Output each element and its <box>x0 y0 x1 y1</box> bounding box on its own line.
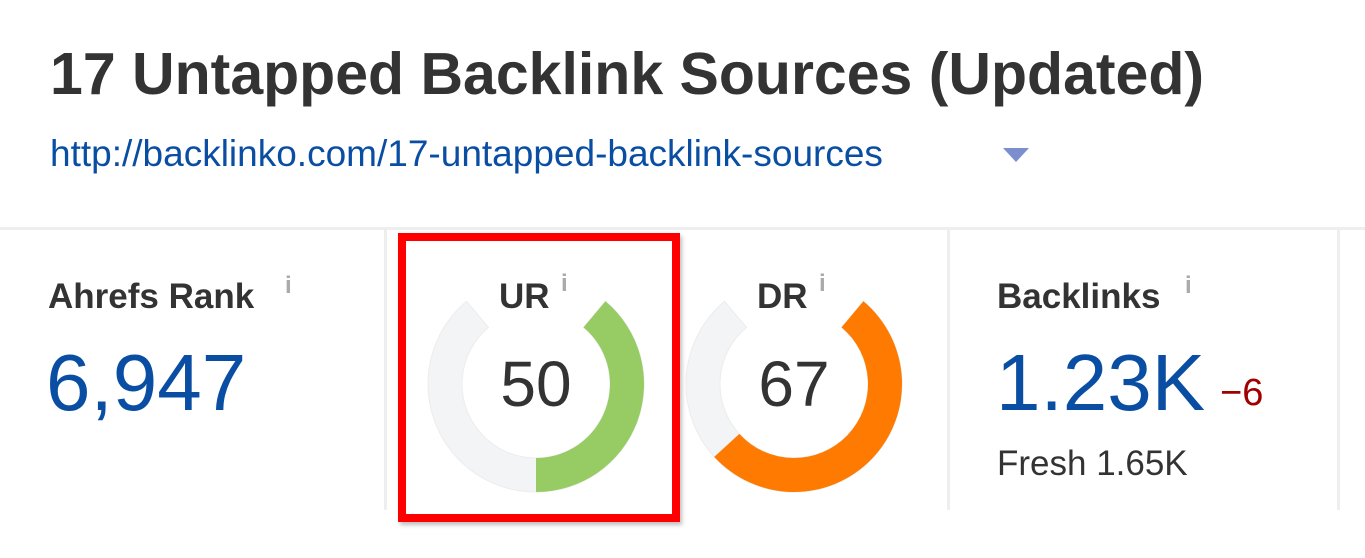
divider <box>1337 230 1340 510</box>
page-title: 17 Untapped Backlink Sources (Updated) <box>50 41 1205 107</box>
caret-down-icon[interactable] <box>1003 148 1029 162</box>
info-icon[interactable]: i <box>561 270 568 297</box>
backlinks-value[interactable]: 1.23K <box>996 338 1206 427</box>
ur-gauge-fill <box>536 301 644 492</box>
ur-gauge <box>427 300 645 493</box>
backlinks-change: −6 <box>1220 372 1264 414</box>
dr-gauge <box>685 300 903 493</box>
divider <box>947 230 950 510</box>
dr-gauge-fill <box>714 301 902 492</box>
divider <box>384 230 387 510</box>
ur-highlight-box <box>398 233 680 522</box>
info-icon[interactable]: i <box>819 270 826 297</box>
page-url-link[interactable]: http://backlinko.com/17-untapped-backlin… <box>50 133 883 174</box>
ur-value: 50 <box>500 348 572 420</box>
backlinks-label: Backlinks <box>997 277 1161 316</box>
fresh-backlinks[interactable]: Fresh 1.65K <box>997 444 1188 483</box>
dr-value: 67 <box>758 348 830 420</box>
ahrefs-rank-label: Ahrefs Rank <box>48 277 255 316</box>
info-icon[interactable]: i <box>1185 272 1192 299</box>
info-icon[interactable]: i <box>285 272 292 299</box>
divider <box>0 227 1365 230</box>
ahrefs-rank-value[interactable]: 6,947 <box>46 338 247 427</box>
dr-label: DR <box>757 277 808 316</box>
ur-label: UR <box>499 277 550 316</box>
